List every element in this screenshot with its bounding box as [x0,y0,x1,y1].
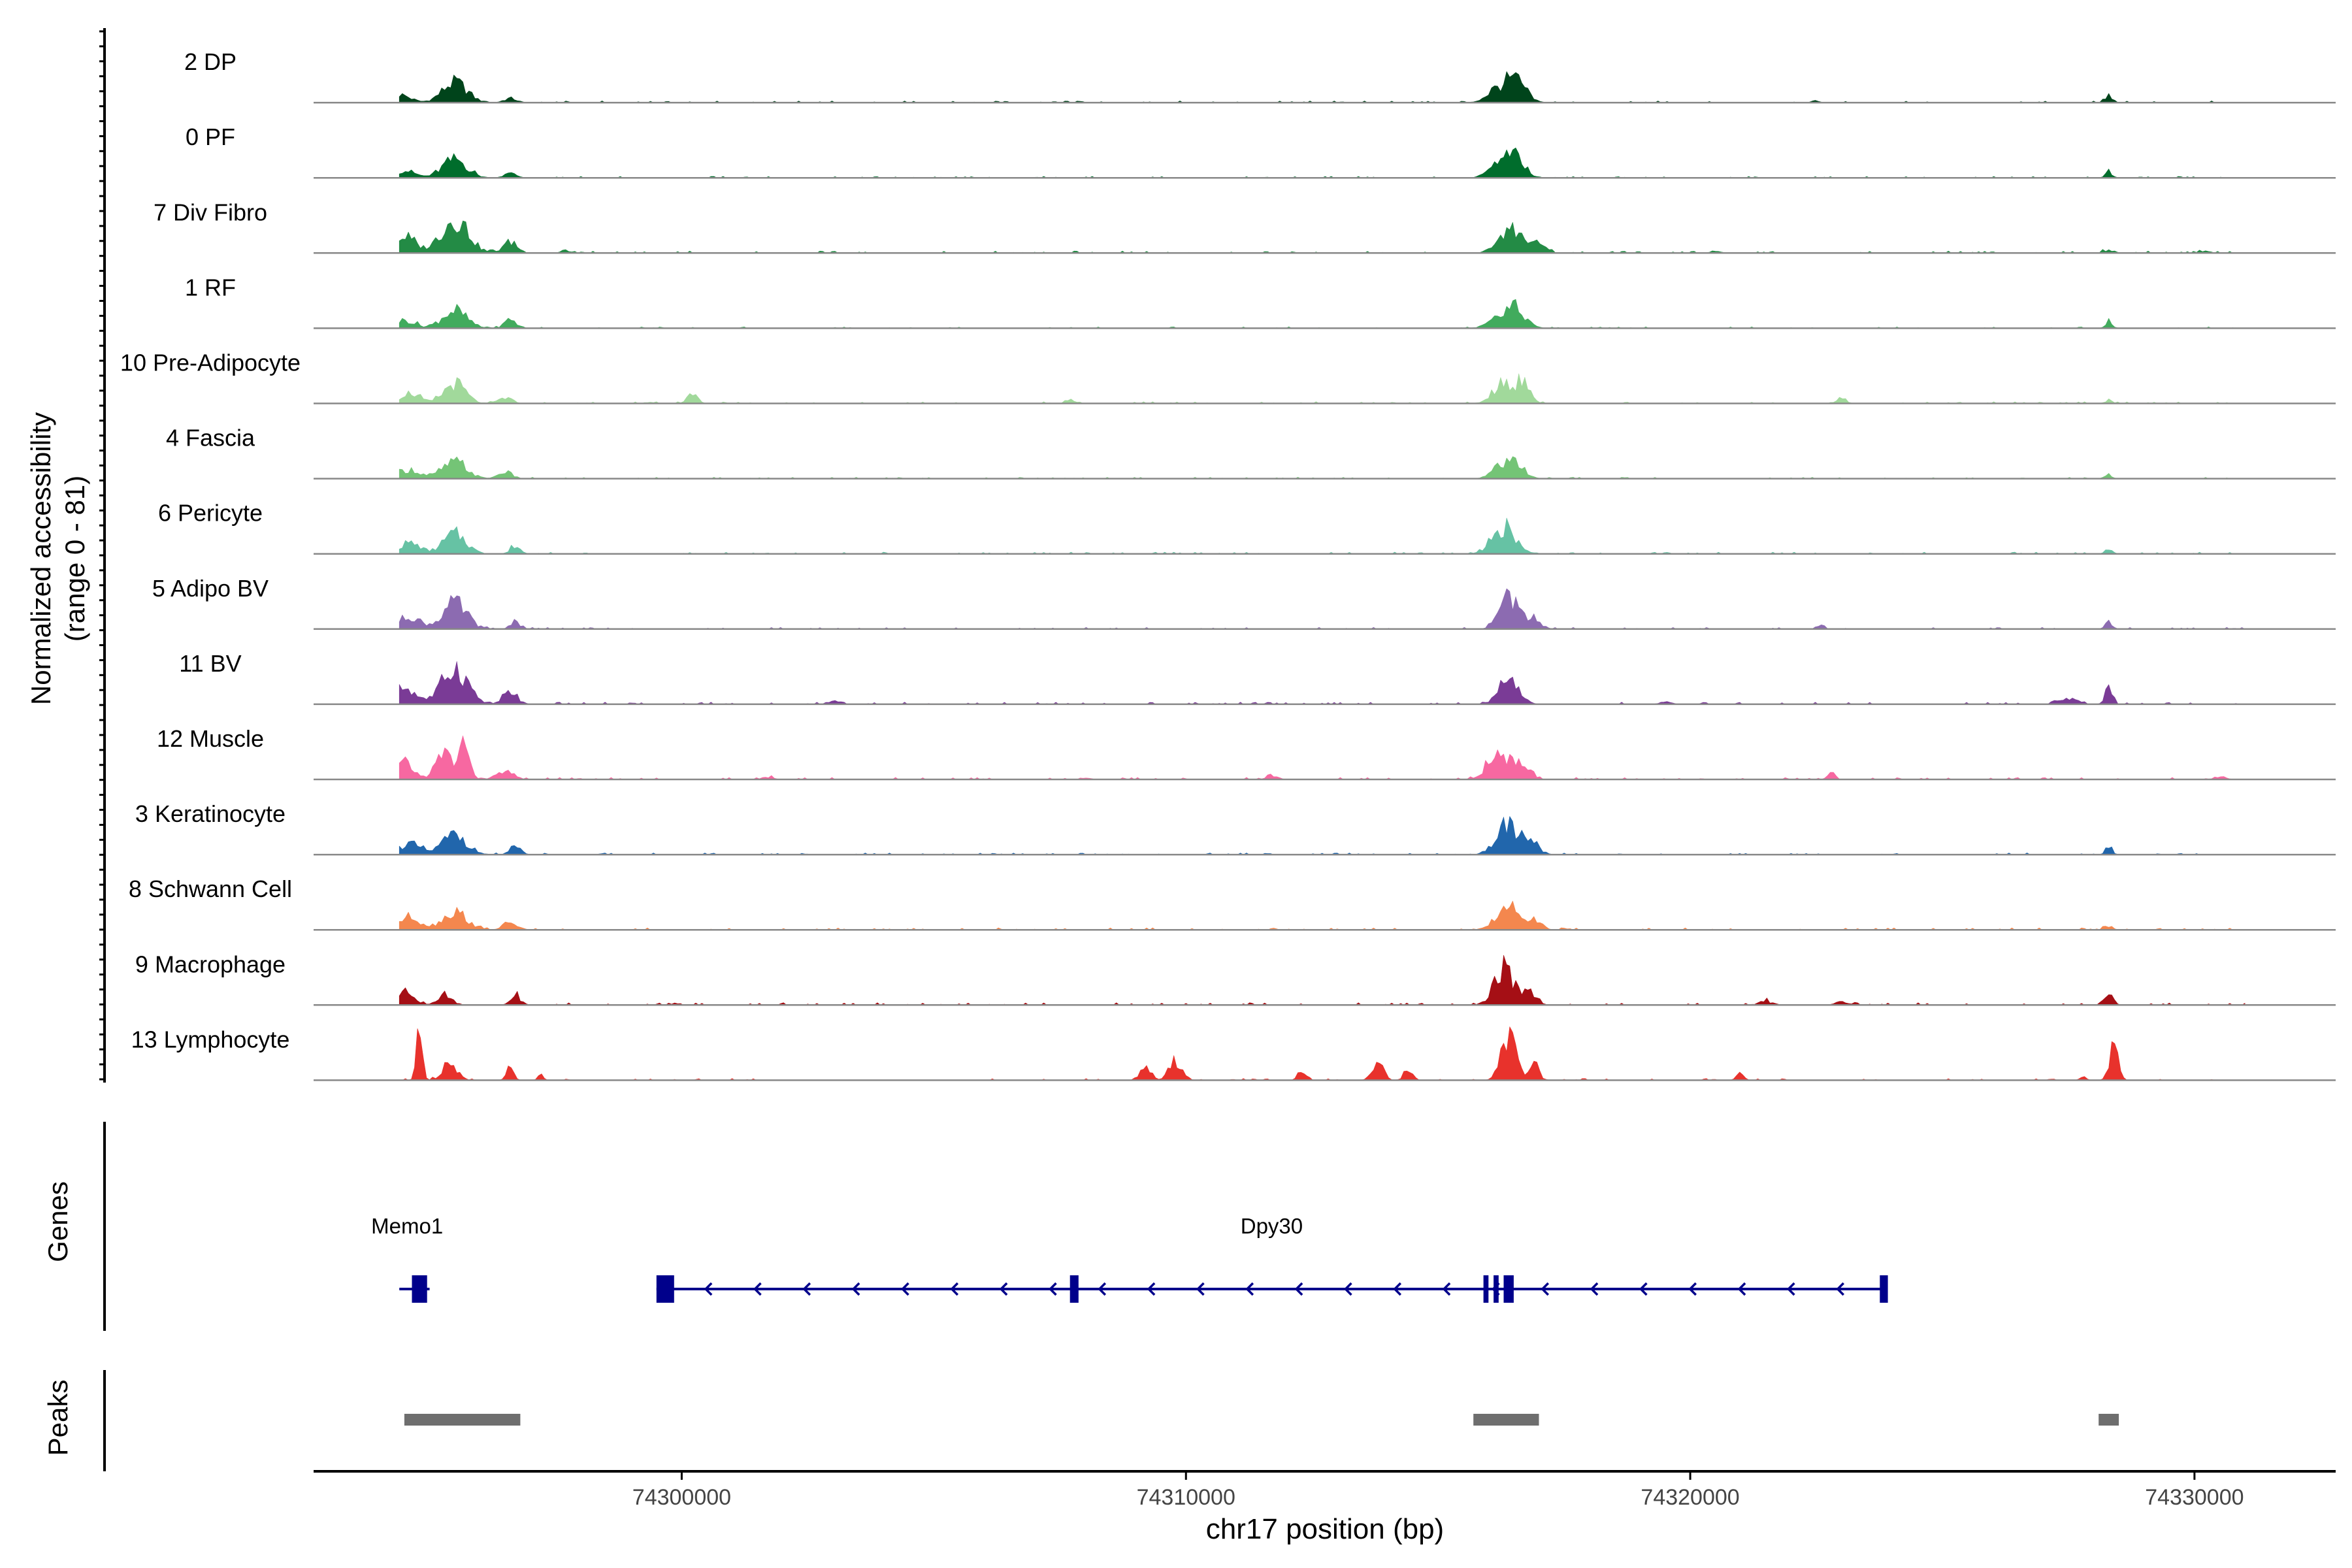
track-label: 8 Schwann Cell [129,875,292,902]
peak-region [404,1414,521,1426]
strand-arrow [999,1282,1008,1296]
coverage-track: 0 PF [186,123,2336,179]
gene-exon [1880,1275,1888,1303]
coverage-area [399,299,2246,329]
coverage-area [399,148,2246,178]
strand-arrow [1049,1282,1057,1296]
track-label: 2 DP [184,48,237,75]
peak-track [404,1414,2119,1426]
coverage-area [399,816,2246,855]
track-label: 9 Macrophage [135,951,286,977]
peaks-track-title: Peaks [42,1380,73,1456]
coverage-track: 11 BV [179,650,2336,706]
gene-exon [1503,1275,1514,1303]
coverage-area [399,1026,2246,1081]
coverage-area [399,373,2246,404]
track-label: 11 BV [179,650,241,677]
gene-exon [412,1275,427,1303]
strand-arrow [753,1282,762,1296]
y-axis-title-line1: Normalized accessibility [25,412,56,705]
coverage-area [399,71,2246,103]
gene-exon [656,1275,674,1303]
strand-arrow [1196,1282,1205,1296]
strand-arrow [901,1282,909,1296]
coverage-area [399,220,2246,253]
coverage-track: 13 Lymphocyte [131,1026,2336,1081]
track-label: 4 Fascia [166,425,255,451]
strand-arrow [1786,1282,1795,1296]
track-label: 12 Muscle [157,725,264,752]
strand-arrow [1590,1282,1599,1296]
coverage-track: 12 Muscle [157,725,2336,781]
track-label: 6 Pericyte [158,500,263,527]
strand-arrow [1098,1282,1107,1296]
coverage-area [399,661,2246,705]
strand-arrow [1393,1282,1402,1296]
x-axis-title: chr17 position (bp) [1206,1513,1444,1545]
track-label: 0 PF [186,123,235,150]
x-tick-label: 74300000 [632,1485,731,1510]
gene-exon [1483,1275,1489,1303]
coverage-track: 4 Fascia [166,425,2336,480]
coverage-track: 3 Keratinocyte [135,800,2336,856]
x-tick-label: 74330000 [2145,1485,2244,1510]
coverage-track: 2 DP [184,48,2336,104]
strand-arrow [802,1282,811,1296]
coverage-track: 6 Pericyte [158,500,2336,555]
gene-name-label: Memo1 [371,1214,443,1238]
y-axis-title-line2: (range 0 - 81) [59,476,90,642]
strand-arrow [1245,1282,1254,1296]
peak-region [2099,1414,2119,1426]
coverage-track: 10 Pre-Adipocyte [120,350,2336,404]
strand-arrow [950,1282,959,1296]
gene-exon [1494,1275,1499,1303]
gene-model: Memo1 [371,1214,443,1303]
coverage-area [399,517,2246,554]
strand-arrow [1147,1282,1156,1296]
coverage-tracks: 2 DP 0 PF 7 Div Fibro 1 RF 10 Pre-Adipocyte 4… [120,48,2336,1081]
coverage-track: 7 Div Fibro [154,199,2336,254]
x-axis: 74300000 74310000 74320000 74330000 [99,28,2336,1510]
gene-track: Memo1 Dpy30 [371,1214,1888,1303]
coverage-track: 5 Adipo BV [152,575,2336,630]
strand-arrow [851,1282,860,1296]
strand-arrow [1737,1282,1746,1296]
strand-arrow [1442,1282,1451,1296]
coverage-area [399,735,2246,780]
track-label: 13 Lymphocyte [131,1026,290,1053]
x-tick-label: 74310000 [1137,1485,1235,1510]
strand-arrow [1541,1282,1550,1296]
strand-arrow [1639,1282,1648,1296]
track-label: 7 Div Fibro [154,199,267,225]
coverage-track: 8 Schwann Cell [129,875,2336,931]
gene-model: Dpy30 [656,1214,1888,1303]
strand-arrow [1343,1282,1352,1296]
coverage-area [399,456,2246,479]
strand-arrow [1294,1282,1303,1296]
track-label: 1 RF [185,274,236,301]
gene-exon [1070,1275,1079,1303]
genes-track-title: Genes [42,1181,73,1262]
coverage-track: 9 Macrophage [135,951,2336,1006]
coverage-area [399,955,2246,1005]
strand-arrow [704,1282,713,1296]
peak-region [1473,1414,1539,1426]
track-label: 3 Keratinocyte [135,800,286,827]
coverage-area [399,900,2246,930]
coverage-area [399,588,2246,630]
coverage-track: 1 RF [185,274,2336,329]
strand-arrow [1836,1282,1844,1296]
strand-arrow [1688,1282,1697,1296]
track-label: 10 Pre-Adipocyte [120,350,301,376]
track-label: 5 Adipo BV [152,575,269,602]
gene-name-label: Dpy30 [1241,1214,1303,1238]
x-tick-label: 74320000 [1641,1485,1739,1510]
